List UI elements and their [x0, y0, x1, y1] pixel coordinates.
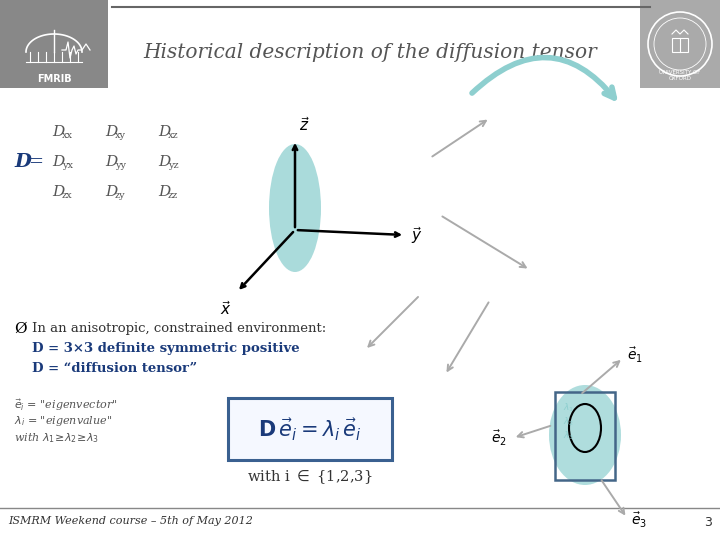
Text: 3: 3 — [704, 516, 712, 529]
Text: $\lambda_i$ = "eigenvalue": $\lambda_i$ = "eigenvalue" — [14, 414, 112, 428]
Text: xx: xx — [62, 131, 73, 140]
Text: $\vec{z}$: $\vec{z}$ — [299, 116, 310, 134]
Text: D: D — [14, 153, 31, 171]
Ellipse shape — [269, 144, 321, 272]
Text: D = 3×3 definite symmetric positive: D = 3×3 definite symmetric positive — [32, 342, 300, 355]
Text: yx: yx — [62, 161, 73, 170]
Text: D: D — [52, 185, 64, 199]
Text: xz: xz — [168, 131, 179, 140]
Text: zz: zz — [168, 191, 179, 200]
Bar — [672, 38, 688, 52]
Text: D: D — [52, 155, 64, 169]
Text: Historical description of the diffusion tensor: Historical description of the diffusion … — [143, 43, 597, 62]
FancyBboxPatch shape — [228, 398, 392, 460]
Text: =: = — [28, 153, 43, 171]
Text: $\vec{e}_2$: $\vec{e}_2$ — [491, 428, 507, 448]
Text: $\vec{x}$: $\vec{x}$ — [220, 300, 232, 318]
Text: D: D — [105, 125, 117, 139]
Text: ISMRM Weekend course – 5th of May 2012: ISMRM Weekend course – 5th of May 2012 — [8, 516, 253, 526]
Text: D: D — [105, 185, 117, 199]
Text: $\lambda_3$: $\lambda_3$ — [563, 430, 575, 442]
Text: D: D — [158, 125, 170, 139]
Text: $\vec{e}_1$: $\vec{e}_1$ — [627, 346, 643, 365]
Text: $\vec{e}_i$ = "eigenvector": $\vec{e}_i$ = "eigenvector" — [14, 397, 117, 413]
Text: In an anisotropic, constrained environment:: In an anisotropic, constrained environme… — [32, 322, 326, 335]
Bar — [640, 0, 720, 88]
Text: yy: yy — [115, 161, 126, 170]
Text: D = “diffusion tensor”: D = “diffusion tensor” — [32, 362, 197, 375]
Bar — [555, 392, 615, 480]
Text: with $\lambda_1\!\geq\!\lambda_2\!\geq\!\lambda_3$: with $\lambda_1\!\geq\!\lambda_2\!\geq\!… — [14, 431, 99, 445]
Ellipse shape — [549, 385, 621, 485]
Text: zy: zy — [115, 191, 125, 200]
Text: UNIVERSITY OF
OXFORD: UNIVERSITY OF OXFORD — [660, 70, 701, 81]
Text: Ø: Ø — [14, 322, 27, 336]
Text: $\mathbf{D}\,\vec{e}_i = \lambda_i\,\vec{e}_i$: $\mathbf{D}\,\vec{e}_i = \lambda_i\,\vec… — [258, 417, 361, 443]
Text: $\vec{y}$: $\vec{y}$ — [411, 226, 423, 246]
Text: D: D — [52, 125, 64, 139]
Bar — [0, 0, 108, 88]
Text: xy: xy — [115, 131, 126, 140]
Text: with i $\in$ {1,2,3}: with i $\in$ {1,2,3} — [247, 468, 373, 486]
Text: D: D — [158, 155, 170, 169]
Text: FMRIB: FMRIB — [37, 74, 71, 84]
Text: D: D — [158, 185, 170, 199]
Text: D: D — [105, 155, 117, 169]
Text: $\vec{e}_3$: $\vec{e}_3$ — [631, 510, 647, 530]
Text: $\lambda_2$: $\lambda_2$ — [563, 416, 574, 429]
Text: zx: zx — [62, 191, 73, 200]
Text: $\lambda_1$: $\lambda_1$ — [563, 402, 575, 415]
Text: yz: yz — [168, 161, 179, 170]
